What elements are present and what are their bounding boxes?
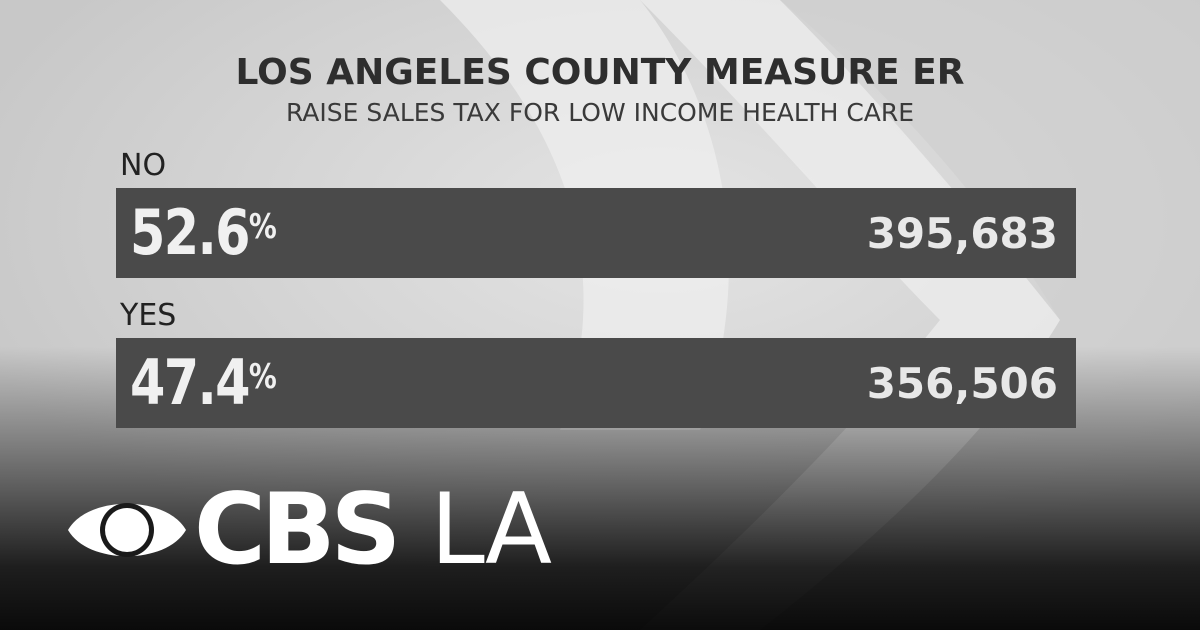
result-votes-yes: 356,506 <box>866 359 1058 408</box>
result-percent-no: 52.6% <box>130 196 277 269</box>
station-logo: CBS LA <box>66 473 552 587</box>
result-bar-yes: 47.4% 356,506 <box>116 338 1076 428</box>
result-bar-no: 52.6% 395,683 <box>116 188 1076 278</box>
result-percent-yes: 47.4% <box>130 346 277 419</box>
result-label-no: NO <box>120 148 167 183</box>
graphic-title: LOS ANGELES COUNTY MEASURE ER <box>235 52 965 93</box>
cbs-eye-icon <box>68 503 186 557</box>
graphic-subtitle: RAISE SALES TAX FOR LOW INCOME HEALTH CA… <box>285 98 915 127</box>
logo-text: CBS <box>194 473 401 587</box>
result-label-yes: YES <box>120 298 177 333</box>
result-votes-no: 395,683 <box>866 209 1058 258</box>
station-name: LA <box>430 473 552 587</box>
